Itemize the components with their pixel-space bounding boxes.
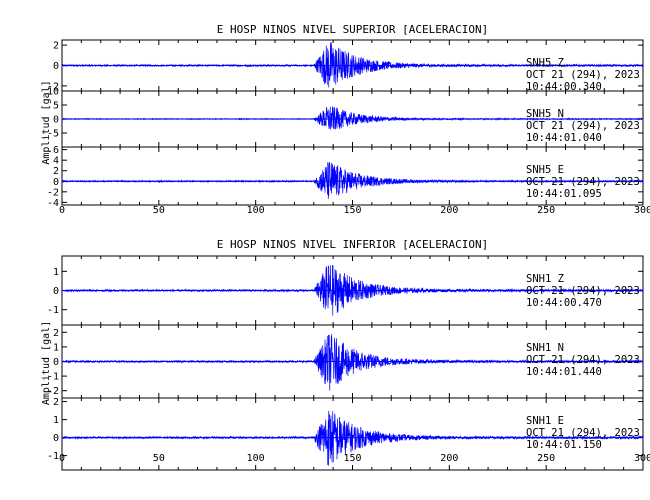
y-tick-label: 1 xyxy=(53,415,59,426)
y-tick-label: 0 xyxy=(53,177,59,188)
y-tick-label: -1 xyxy=(47,372,59,383)
y-tick-label: 1 xyxy=(53,267,59,278)
time-label: 10:44:01.440 xyxy=(526,366,602,378)
y-tick-label: 0 xyxy=(53,61,59,72)
waveform-trace xyxy=(61,42,644,88)
x-tick-label: 0 xyxy=(59,453,65,464)
x-tick-label: 200 xyxy=(440,453,458,464)
chart-title: E HOSP NINOS NIVEL SUPERIOR [ACELERACION… xyxy=(217,23,489,36)
station-component-label: SNH5 N xyxy=(526,108,564,120)
x-tick-label: 250 xyxy=(537,205,555,216)
time-label: 10:44:01.095 xyxy=(526,188,602,200)
station-component-label: SNH1 E xyxy=(526,415,564,427)
x-tick-label: 200 xyxy=(440,205,458,216)
y-tick-label: 0 xyxy=(53,433,59,444)
waveform-trace xyxy=(61,106,644,130)
y-tick-label: 1 xyxy=(53,342,59,353)
station-component-label: SNH5 Z xyxy=(526,57,564,69)
y-axis-label: Amplitud [gal] xyxy=(41,80,52,164)
x-tick-label: 50 xyxy=(153,205,165,216)
chart-1: E HOSP NINOS NIVEL SUPERIOR [ACELERACION… xyxy=(41,23,650,216)
waveform-trace xyxy=(61,410,644,466)
station-component-label: SNH5 E xyxy=(526,164,564,176)
date-label: OCT 21 (294), 2023 xyxy=(526,427,640,439)
y-tick-label: -2 xyxy=(47,386,59,397)
waveform-trace xyxy=(61,334,644,391)
x-tick-label: 0 xyxy=(59,205,65,216)
station-component-label: SNH1 N xyxy=(526,342,564,354)
x-tick-label: 100 xyxy=(247,205,265,216)
y-tick-label: -2 xyxy=(47,81,59,92)
date-label: OCT 21 (294), 2023 xyxy=(526,176,640,188)
y-tick-label: -2 xyxy=(47,187,59,198)
y-tick-label: 2 xyxy=(53,328,59,339)
y-tick-label: -4 xyxy=(47,198,59,209)
y-tick-label: 2 xyxy=(53,166,59,177)
x-tick-label: 300 xyxy=(634,205,650,216)
time-label: 10:44:00.470 xyxy=(526,297,602,309)
waveform-trace xyxy=(61,265,644,316)
y-axis-label: Amplitud [gal] xyxy=(41,321,52,405)
y-tick-label: -5 xyxy=(47,129,59,140)
y-tick-label: 2 xyxy=(53,397,59,408)
y-tick-label: 0 xyxy=(53,357,59,368)
chart-title: E HOSP NINOS NIVEL INFERIOR [ACELERACION… xyxy=(217,238,489,251)
time-label: 10:44:00.340 xyxy=(526,81,602,93)
y-tick-label: 0 xyxy=(53,286,59,297)
y-tick-label: 2 xyxy=(53,41,59,52)
date-label: OCT 21 (294), 2023 xyxy=(526,120,640,132)
y-tick-label: -1 xyxy=(47,451,59,462)
x-tick-label: 250 xyxy=(537,453,555,464)
date-label: OCT 21 (294), 2023 xyxy=(526,69,640,81)
time-label: 10:44:01.040 xyxy=(526,132,602,144)
waveform-trace xyxy=(61,162,644,199)
x-tick-label: 150 xyxy=(343,205,361,216)
y-tick-label: -1 xyxy=(47,305,59,316)
y-tick-label: 10 xyxy=(47,87,59,98)
y-tick-label: 6 xyxy=(53,145,59,156)
station-component-label: SNH1 Z xyxy=(526,273,564,285)
x-tick-label: 300 xyxy=(634,453,650,464)
date-label: OCT 21 (294), 2023 xyxy=(526,354,640,366)
chart-2: E HOSP NINOS NIVEL INFERIOR [ACELERACION… xyxy=(41,238,650,471)
x-tick-label: 50 xyxy=(153,453,165,464)
y-tick-label: 4 xyxy=(53,156,59,167)
time-label: 10:44:01.150 xyxy=(526,439,602,451)
y-tick-label: 0 xyxy=(53,115,59,126)
x-tick-label: 150 xyxy=(343,453,361,464)
y-tick-label: 5 xyxy=(53,101,59,112)
date-label: OCT 21 (294), 2023 xyxy=(526,285,640,297)
x-tick-label: 100 xyxy=(247,453,265,464)
